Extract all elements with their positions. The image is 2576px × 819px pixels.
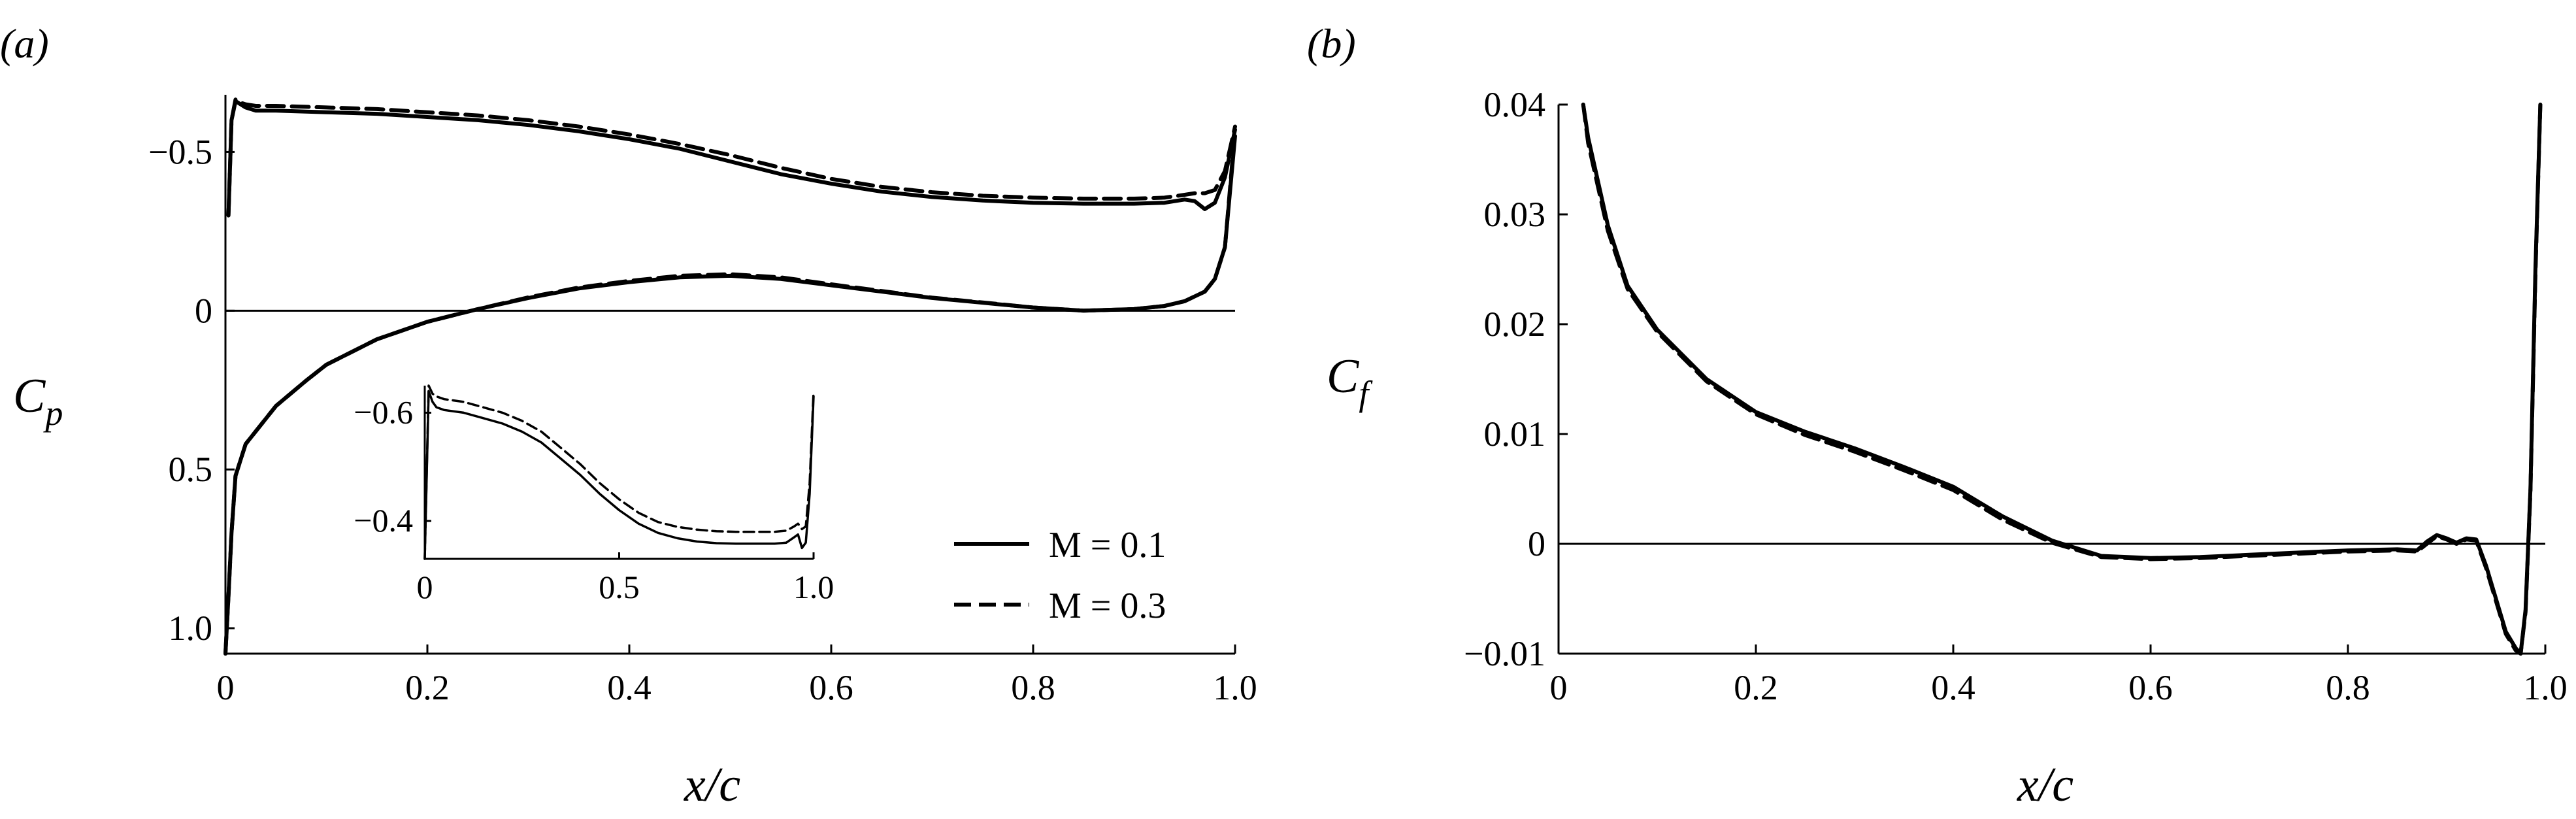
panel-b-ylabel: Cf xyxy=(1327,350,1373,413)
panel-a-legend: M = 0.1 M = 0.3 xyxy=(954,525,1166,626)
panel-b-label: (b) xyxy=(1307,20,1356,67)
panel-a-x-tick-label: 0.4 xyxy=(607,668,652,707)
inset-y-tick-label: −0.6 xyxy=(354,393,413,430)
panel-a-xlabel: x/c xyxy=(684,758,740,812)
panel-b-y-tick-label: −0.01 xyxy=(1464,634,1545,673)
panel-a-x-tick-label: 0.6 xyxy=(809,668,853,707)
inset-x-tick-label: 1.0 xyxy=(793,569,834,605)
panel-a-x-tick-label: 0.8 xyxy=(1011,668,1055,707)
panel-b-x-tick-label: 1.0 xyxy=(2523,668,2568,707)
panel-a-y-tick-label: −0.5 xyxy=(148,132,212,171)
legend-entry-m03: M = 0.3 xyxy=(1049,586,1166,626)
panel-b-series xyxy=(1581,103,2543,656)
inset-series-m01 xyxy=(423,390,815,560)
panel-b-xlabel: x/c xyxy=(2017,758,2073,812)
panel-b-y-tick-label: 0.03 xyxy=(1484,195,1546,234)
panel-a-x-tick-label: 0.2 xyxy=(405,668,450,707)
inset-x-tick-label: 0 xyxy=(417,569,433,605)
panel-a-x-tick-label: 0 xyxy=(217,668,235,707)
panel-a-x-tick-label: 1.0 xyxy=(1213,668,1257,707)
panel-a-ylabel: Cp xyxy=(13,369,63,433)
panel-a-inset: 0 0.5 1.0 −0.6 −0.4 xyxy=(354,384,834,605)
legend-entry-m01: M = 0.1 xyxy=(1049,525,1166,565)
panel-a-label: (a) xyxy=(0,20,49,67)
panel-b-y-tick-label: 0.04 xyxy=(1484,85,1546,124)
panel-b-x-tick-label: 0.6 xyxy=(2128,668,2173,707)
panel-a-y-tick-label: 1.0 xyxy=(169,609,213,648)
panel-a-series-m01-suction xyxy=(226,99,1237,218)
panel-a-axes: 0 0.2 0.4 0.6 0.8 1.0 −0.5 0 0.5 1.0 xyxy=(148,95,1257,707)
panel-b-series-m01 xyxy=(1581,103,2543,656)
inset-x-tick-label: 0.5 xyxy=(599,569,640,605)
panel-b-x-tick-label: 0 xyxy=(1550,668,1568,707)
inset-series xyxy=(423,384,815,560)
panel-b-x-tick-label: 0.2 xyxy=(1734,668,1778,707)
panel-a-y-tick-label: 0.5 xyxy=(169,450,213,489)
panel-a-series-m03-suction xyxy=(226,97,1237,218)
panel-b-x-tick-label: 0.4 xyxy=(1931,668,1975,707)
panel-b-y-tick-label: 0 xyxy=(1528,524,1545,563)
inset-series-m03 xyxy=(423,384,815,560)
panel-a-series-m03-pressure xyxy=(223,127,1237,656)
inset-y-tick-label: −0.4 xyxy=(354,502,413,539)
panel-b-series-m03 xyxy=(1581,103,2543,656)
panel-b-y-tick-label: 0.01 xyxy=(1484,414,1546,454)
panel-b-axes: 0 0.2 0.4 0.6 0.8 1.00.040.030.020.010−0.01 xyxy=(1464,85,2568,707)
panel-b-y-tick-label: 0.02 xyxy=(1484,305,1546,344)
panel-a-y-tick-label: 0 xyxy=(195,291,212,330)
panel-b: (b) Cf x/c 0 0.2 0.4 0.6 0.8 1.0 0.04 0.03 0.02 0… xyxy=(1307,20,2568,812)
panel-a: (a) Cp x/c 0 0.2 0.4 0.6 0.8 1.0 −0.5 0 0.5 1.0 0… xyxy=(0,20,1257,812)
inset-axes: 0 0.5 1.0 −0.6 −0.4 xyxy=(354,386,834,605)
panel-a-series xyxy=(223,97,1237,656)
panel-b-x-tick-label: 0.8 xyxy=(2326,668,2370,707)
